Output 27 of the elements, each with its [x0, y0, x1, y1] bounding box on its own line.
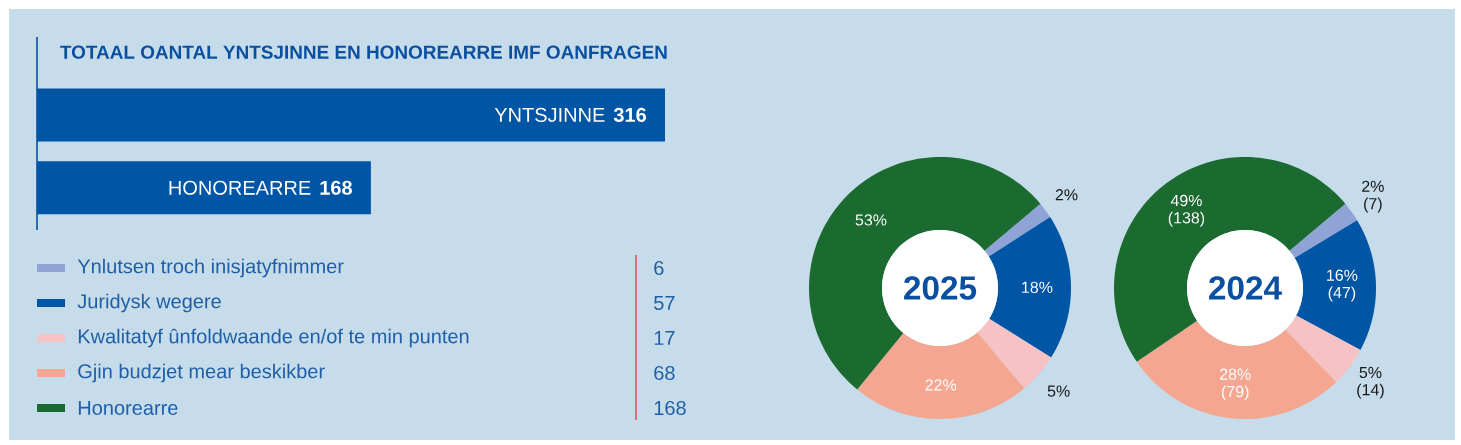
data-label: 168 [654, 400, 686, 416]
chart-title: TOTAAL OANTAL YNTSJINNE EN HONOREARRE IMF OANFRAGEN [60, 45, 667, 59]
category-label: Gjin budzjet mear beskikber [78, 363, 325, 383]
category-label: Kwalitatyf ûnfoldwaande en/of te min punten [78, 328, 469, 348]
category-label: Ynlutsen troch inisjatyfnimmer [77, 258, 344, 278]
data-label: 49% (138) [1168, 194, 1205, 227]
data-label: 5% [1047, 385, 1070, 397]
y-tick-label: YNTSJINNE [494, 107, 605, 122]
data-label: 2% [1055, 189, 1078, 201]
data-label: 22% [925, 379, 957, 391]
data-label: 316 [613, 107, 646, 123]
data-label: 5% (14) [1357, 366, 1384, 399]
data-label: 168 [320, 180, 352, 195]
data-label: 28% (79) [1220, 368, 1251, 401]
text: 2024 [1209, 276, 1282, 300]
category-label: Honorearre [78, 401, 178, 415]
data-label: 16% (47) [1327, 269, 1358, 302]
category-label: Juridysk wegere [77, 293, 221, 313]
data-label: 17 [654, 331, 675, 345]
data-label: 18% [1022, 281, 1053, 293]
text: 2025 [904, 276, 977, 300]
data-label: 6 [654, 260, 664, 276]
data-label: 68 [654, 365, 675, 381]
y-tick-label: HONOREARRE [169, 180, 311, 195]
data-label: 2% (7) [1362, 180, 1384, 213]
data-label: 57 [654, 296, 675, 310]
data-label: 53% [855, 214, 887, 226]
